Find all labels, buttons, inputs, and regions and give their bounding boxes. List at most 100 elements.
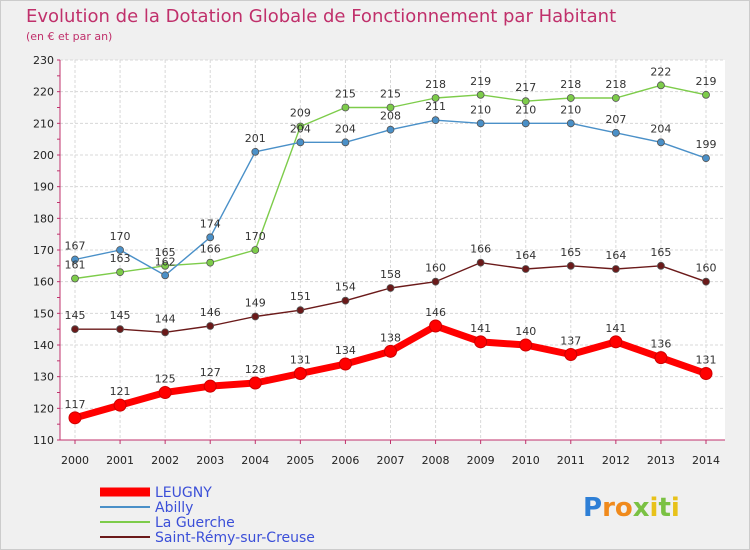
data-label: 131: [696, 354, 717, 367]
data-label: 164: [515, 249, 536, 262]
y-tick-label: 180: [33, 212, 54, 225]
data-label: 170: [110, 230, 131, 243]
y-tick-label: 120: [33, 402, 54, 415]
data-point: [293, 367, 307, 380]
data-point: [657, 81, 665, 90]
data-label: 121: [110, 385, 131, 398]
data-point: [474, 335, 488, 349]
data-point: [521, 265, 530, 273]
data-label: 219: [470, 75, 491, 88]
data-point: [71, 325, 79, 334]
data-point: [116, 246, 124, 254]
data-label: 161: [65, 259, 86, 272]
data-label: 165: [650, 246, 671, 259]
plot-area: 110 120 130 140 150 160 170 180 190 200 210 220 230 2…: [33, 54, 725, 467]
data-label: 207: [605, 113, 626, 126]
legend-label: La Guerche: [155, 515, 235, 531]
x-tick-label: 2014: [692, 454, 720, 467]
logo-text: Proxiti: [583, 493, 680, 523]
data-label: 210: [560, 103, 581, 116]
data-point: [203, 379, 217, 393]
x-tick-label: 2008: [422, 454, 450, 467]
data-point: [386, 284, 395, 292]
data-point: [248, 376, 262, 390]
data-label: 145: [65, 309, 86, 322]
data-label: 215: [380, 88, 401, 101]
y-tick-label: 190: [33, 181, 54, 194]
data-point: [611, 94, 620, 102]
data-point: [341, 138, 350, 147]
data-label: 210: [470, 103, 491, 116]
x-tick-label: 2010: [512, 454, 540, 467]
data-point: [476, 258, 485, 267]
data-label: 131: [290, 354, 311, 367]
data-label: 204: [335, 122, 356, 135]
data-label: 146: [200, 306, 221, 319]
data-point: [251, 246, 260, 254]
data-point: [429, 319, 443, 333]
data-label: 144: [155, 312, 176, 325]
x-tick-label: 2002: [151, 454, 179, 467]
data-label: 209: [290, 107, 311, 120]
data-point: [384, 344, 397, 358]
data-label: 218: [605, 78, 626, 91]
data-point: [431, 277, 440, 286]
data-point: [386, 125, 395, 134]
x-tick-label: 2004: [241, 454, 269, 467]
data-point: [251, 147, 260, 156]
data-point: [68, 411, 82, 425]
x-tick-label: 2001: [106, 454, 134, 467]
data-point: [699, 367, 713, 380]
data-point: [161, 328, 170, 337]
data-point: [702, 90, 710, 99]
data-label: 222: [650, 65, 671, 78]
y-tick-label: 160: [33, 276, 54, 289]
data-point: [521, 97, 530, 106]
data-point: [657, 261, 665, 270]
data-label: 141: [605, 322, 626, 335]
data-point: [206, 322, 215, 330]
data-point: [611, 265, 620, 273]
data-label: 218: [425, 78, 446, 91]
y-tick-label: 210: [33, 117, 54, 130]
x-tick-label: 2012: [602, 454, 630, 467]
data-label: 160: [696, 262, 717, 275]
data-point: [566, 119, 575, 128]
x-tick-label: 2005: [286, 454, 314, 467]
data-label: 165: [560, 246, 581, 259]
data-label: 199: [696, 138, 717, 151]
y-tick-label: 150: [33, 307, 54, 320]
y-tick-label: 130: [33, 371, 54, 384]
x-tick-label: 2000: [61, 454, 89, 467]
data-label: 218: [560, 78, 581, 91]
legend-label: Saint-Rémy-sur-Creuse: [155, 530, 315, 546]
y-tick-label: 110: [33, 434, 54, 447]
data-label: 208: [380, 110, 401, 123]
data-point: [476, 90, 485, 99]
data-point: [702, 277, 710, 286]
data-label: 166: [200, 243, 221, 256]
data-point: [566, 94, 575, 102]
data-label: 170: [245, 230, 266, 243]
data-label: 204: [650, 122, 671, 135]
data-point: [206, 233, 215, 242]
data-point: [564, 348, 578, 361]
data-label: 145: [110, 309, 131, 322]
data-point: [206, 258, 215, 267]
data-point: [116, 268, 124, 277]
data-point: [431, 116, 440, 125]
chart-subtitle: (en € et par an): [26, 30, 112, 43]
data-label: 217: [515, 81, 536, 94]
data-point: [386, 103, 395, 112]
y-tick-label: 230: [33, 54, 54, 67]
x-tick-label: 2011: [557, 454, 585, 467]
data-label: 125: [155, 373, 176, 386]
data-point: [341, 296, 350, 305]
data-label: 146: [425, 306, 446, 319]
data-point: [296, 306, 305, 315]
data-label: 219: [696, 75, 717, 88]
data-label: 140: [515, 325, 536, 338]
data-label: 158: [380, 268, 401, 281]
